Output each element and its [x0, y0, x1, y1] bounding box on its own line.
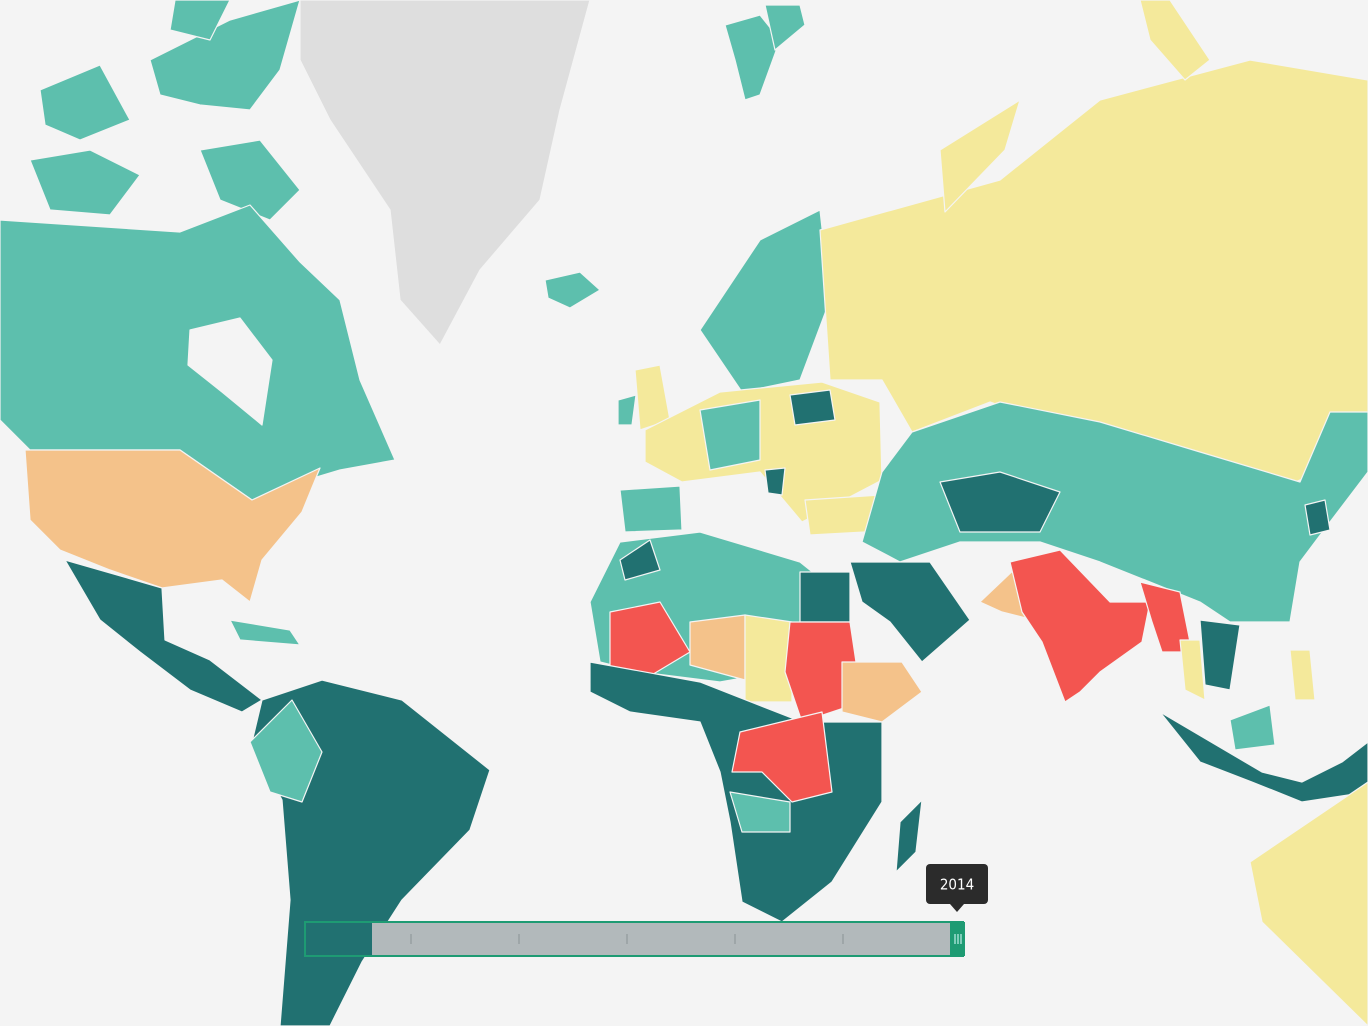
svalbard: [764, 4, 806, 51]
borneo: [1229, 704, 1276, 751]
caribbean: [229, 619, 301, 646]
tooltip-arrow: [950, 904, 964, 912]
indochina: [1199, 619, 1241, 691]
ethiopia: [841, 661, 923, 723]
india: [1009, 549, 1151, 703]
novaya-zemlya: [939, 99, 1021, 213]
slider-fill: [306, 923, 372, 955]
svalbard: [724, 14, 781, 101]
greenland: [299, 0, 591, 346]
indonesia: [1159, 711, 1368, 803]
arctic-island: [29, 149, 141, 216]
belarus: [789, 389, 836, 426]
australia: [1249, 781, 1368, 1026]
philippines: [1289, 649, 1316, 701]
myanmar: [1139, 581, 1193, 653]
mexico: [64, 559, 263, 713]
iberia: [619, 485, 683, 533]
slider-track[interactable]: [304, 921, 964, 957]
thailand: [1179, 639, 1206, 701]
ireland: [617, 394, 637, 426]
kazakhstan: [939, 471, 1061, 533]
iceland: [544, 271, 601, 309]
morocco: [619, 539, 661, 581]
central-band: [744, 614, 793, 703]
year-slider[interactable]: 2014: [304, 864, 988, 957]
arctic-island: [169, 0, 231, 41]
arctic-island: [39, 64, 131, 141]
hudson-bay: [187, 317, 273, 426]
drc: [731, 711, 833, 803]
angola: [729, 791, 791, 833]
mali: [609, 601, 691, 683]
serbia: [764, 467, 786, 496]
middle-east: [849, 561, 971, 663]
arctic-russia-island: [1139, 0, 1211, 81]
china-central-asia: [861, 401, 1368, 623]
egypt: [799, 571, 851, 623]
madagascar: [895, 799, 923, 873]
arctic-island: [149, 0, 301, 111]
peru: [249, 699, 323, 803]
united-states: [24, 449, 321, 603]
central-europe: [699, 399, 761, 471]
tooltip-box: [926, 864, 988, 904]
arctic-island: [199, 139, 301, 221]
year-label: 2014: [940, 876, 974, 894]
korea: [1304, 499, 1331, 536]
